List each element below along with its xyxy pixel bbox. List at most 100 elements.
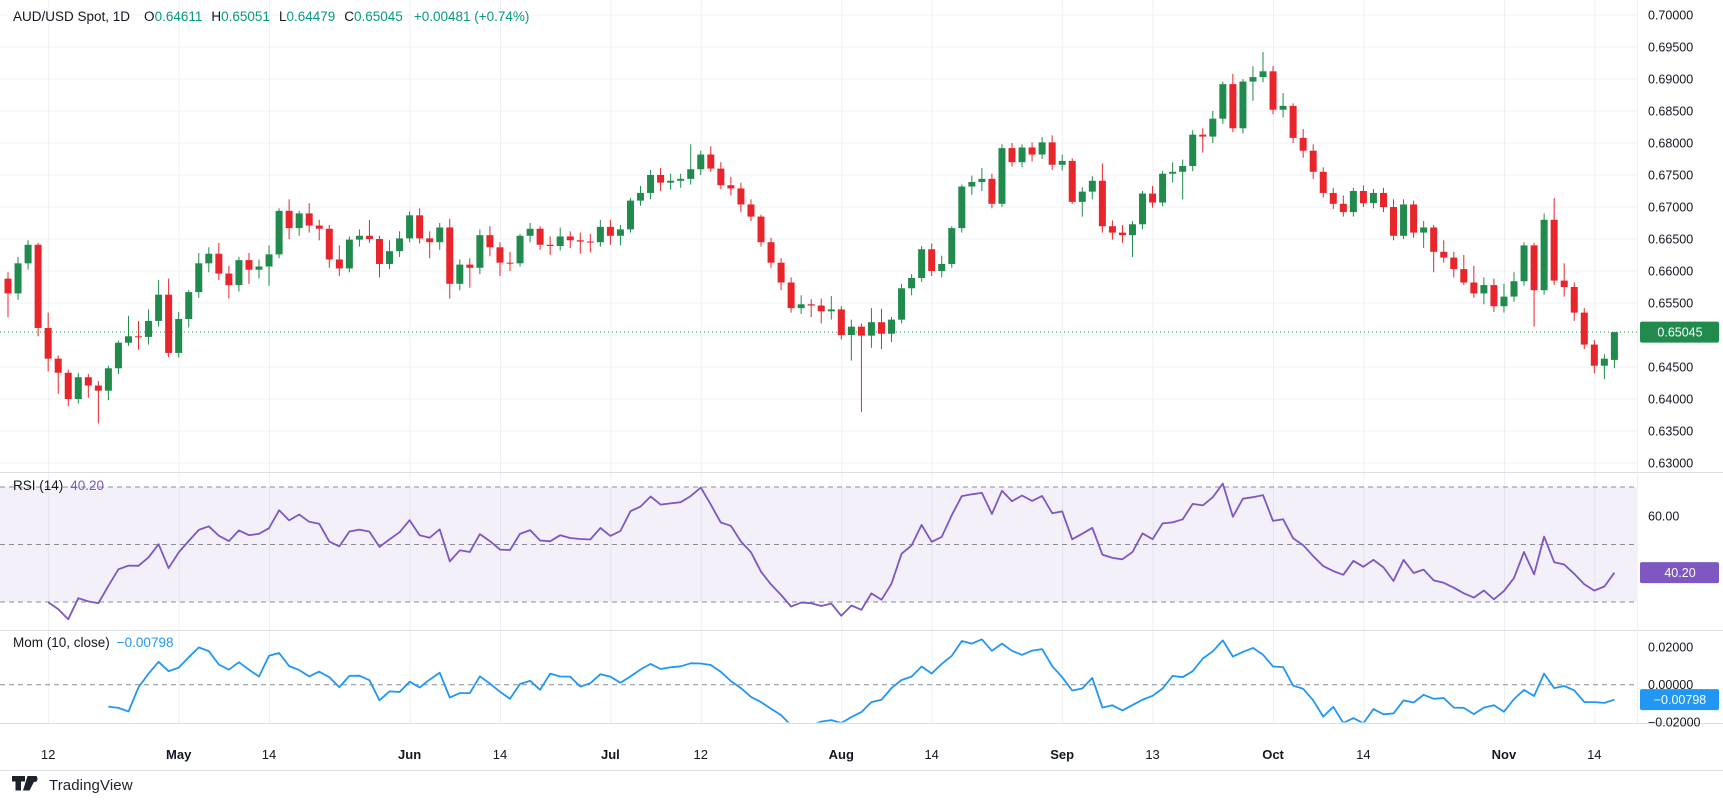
candle[interactable] xyxy=(406,215,414,239)
candle[interactable] xyxy=(1390,207,1398,236)
candle[interactable] xyxy=(1450,257,1458,270)
candle[interactable] xyxy=(1379,192,1387,207)
candle[interactable] xyxy=(235,260,243,286)
candle[interactable] xyxy=(787,282,795,309)
candle[interactable] xyxy=(727,185,735,189)
candle[interactable] xyxy=(1229,84,1237,129)
candle[interactable] xyxy=(1068,160,1076,202)
tradingview-logo[interactable]: TradingView xyxy=(12,776,133,795)
candle[interactable] xyxy=(1159,173,1167,203)
momentum-legend[interactable]: Mom (10, close) −0.00798 xyxy=(13,634,173,652)
candle[interactable] xyxy=(205,253,213,264)
candle[interactable] xyxy=(365,235,373,239)
candle[interactable] xyxy=(1610,332,1618,360)
candle[interactable] xyxy=(637,192,645,201)
candle[interactable] xyxy=(898,288,906,320)
candle[interactable] xyxy=(325,228,333,260)
candle[interactable] xyxy=(888,319,896,334)
candle[interactable] xyxy=(165,294,173,353)
candle[interactable] xyxy=(928,249,936,271)
candle[interactable] xyxy=(1430,227,1438,252)
candle[interactable] xyxy=(1520,245,1528,282)
candle[interactable] xyxy=(767,242,775,263)
candle[interactable] xyxy=(1400,204,1408,236)
candle[interactable] xyxy=(1179,166,1187,172)
candle[interactable] xyxy=(1530,245,1538,291)
candle[interactable] xyxy=(526,228,534,236)
candle[interactable] xyxy=(1289,105,1297,138)
candle[interactable] xyxy=(486,235,494,248)
candle[interactable] xyxy=(938,263,946,271)
candle[interactable] xyxy=(1118,232,1126,236)
candle[interactable] xyxy=(1580,312,1588,345)
candle[interactable] xyxy=(737,188,745,205)
candle[interactable] xyxy=(1490,285,1498,307)
candle[interactable] xyxy=(1098,180,1106,227)
candle[interactable] xyxy=(877,322,885,334)
candle[interactable] xyxy=(64,372,72,399)
candle[interactable] xyxy=(1480,285,1488,294)
candle[interactable] xyxy=(918,249,926,279)
candle[interactable] xyxy=(416,215,424,239)
candle[interactable] xyxy=(677,178,685,181)
candle[interactable] xyxy=(988,178,996,204)
candle[interactable] xyxy=(4,278,12,294)
candle[interactable] xyxy=(1510,281,1518,297)
candle[interactable] xyxy=(1560,280,1568,287)
candle[interactable] xyxy=(1239,81,1247,129)
candle[interactable] xyxy=(305,213,313,226)
candle[interactable] xyxy=(647,175,655,193)
candle[interactable] xyxy=(667,180,675,183)
candle[interactable] xyxy=(777,262,785,283)
candle[interactable] xyxy=(386,251,394,264)
candle[interactable] xyxy=(697,154,705,170)
candle[interactable] xyxy=(1028,147,1036,155)
candle[interactable] xyxy=(1410,204,1418,233)
candle[interactable] xyxy=(797,304,805,309)
time-scale[interactable] xyxy=(0,723,1723,770)
candle[interactable] xyxy=(175,319,183,353)
candle[interactable] xyxy=(1500,296,1508,307)
candle[interactable] xyxy=(1078,191,1086,202)
candle[interactable] xyxy=(54,358,62,373)
candle[interactable] xyxy=(1339,203,1347,213)
price-scale[interactable] xyxy=(1637,0,1723,723)
candle[interactable] xyxy=(245,260,253,270)
candle[interactable] xyxy=(215,253,223,274)
symbol-legend[interactable]: AUD/USD Spot, 1D O0.64611 H0.65051 L0.64479… xyxy=(13,8,529,26)
candle[interactable] xyxy=(1149,193,1157,203)
candle[interactable] xyxy=(1359,191,1367,204)
candle[interactable] xyxy=(44,327,52,359)
candle[interactable] xyxy=(1219,84,1227,119)
candle[interactable] xyxy=(295,213,303,229)
candle[interactable] xyxy=(135,336,143,338)
candle[interactable] xyxy=(345,239,353,269)
candle[interactable] xyxy=(576,240,584,242)
candle[interactable] xyxy=(747,204,755,217)
candle[interactable] xyxy=(1299,137,1307,151)
candle[interactable] xyxy=(84,377,92,386)
candle[interactable] xyxy=(626,200,634,230)
candle[interactable] xyxy=(1088,180,1096,192)
candle[interactable] xyxy=(968,182,976,187)
candle[interactable] xyxy=(1199,134,1207,137)
candle[interactable] xyxy=(255,266,263,270)
candle[interactable] xyxy=(596,226,604,243)
candle[interactable] xyxy=(1319,171,1327,193)
candle[interactable] xyxy=(908,278,916,289)
candle[interactable] xyxy=(1329,192,1337,204)
candle[interactable] xyxy=(426,238,434,243)
rsi-label[interactable]: RSI (14) xyxy=(13,478,64,493)
candle[interactable] xyxy=(265,254,273,267)
candle[interactable] xyxy=(948,228,956,264)
candle[interactable] xyxy=(807,304,815,306)
candle[interactable] xyxy=(998,148,1006,204)
candle[interactable] xyxy=(1058,160,1066,165)
candle[interactable] xyxy=(195,263,203,293)
candle[interactable] xyxy=(536,228,544,245)
candle[interactable] xyxy=(1460,269,1468,283)
rsi-line[interactable] xyxy=(47,482,1616,621)
candle[interactable] xyxy=(516,235,524,264)
candle[interactable] xyxy=(857,326,865,336)
